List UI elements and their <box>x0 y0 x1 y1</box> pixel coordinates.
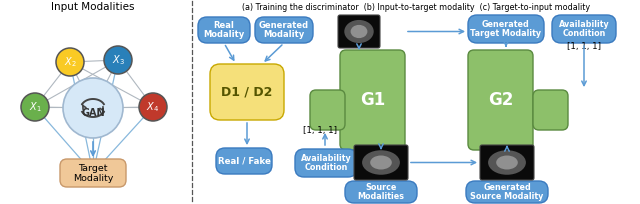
Text: (a) Training the discriminator  (b) Input-to-target modality  (c) Target-to-inpu: (a) Training the discriminator (b) Input… <box>242 2 590 11</box>
Text: [1, 1, 1]: [1, 1, 1] <box>303 126 337 135</box>
Ellipse shape <box>488 150 526 175</box>
Text: G2: G2 <box>488 91 513 109</box>
FancyBboxPatch shape <box>468 50 533 150</box>
Text: D1 / D2: D1 / D2 <box>221 85 273 99</box>
FancyBboxPatch shape <box>338 15 380 48</box>
FancyBboxPatch shape <box>310 90 345 130</box>
FancyBboxPatch shape <box>354 145 408 180</box>
FancyBboxPatch shape <box>533 90 568 130</box>
Text: Real / Fake: Real / Fake <box>218 156 271 165</box>
Text: Modality: Modality <box>204 30 244 39</box>
Text: Modalities: Modalities <box>358 192 404 201</box>
Circle shape <box>21 93 49 121</box>
FancyBboxPatch shape <box>480 145 534 180</box>
FancyBboxPatch shape <box>60 159 126 187</box>
Text: Generated: Generated <box>259 21 309 30</box>
Text: Input Modalities: Input Modalities <box>51 2 135 12</box>
Ellipse shape <box>351 25 367 38</box>
Text: Condition: Condition <box>304 163 348 172</box>
Text: $X_2$: $X_2$ <box>63 55 76 69</box>
Circle shape <box>63 78 123 138</box>
Text: Modality: Modality <box>73 174 113 183</box>
Circle shape <box>56 48 84 76</box>
Text: Source: Source <box>365 183 397 192</box>
Text: GAN: GAN <box>81 108 105 118</box>
Ellipse shape <box>344 20 374 43</box>
FancyBboxPatch shape <box>466 181 548 203</box>
Text: Real: Real <box>214 21 234 30</box>
Text: $X_1$: $X_1$ <box>29 100 42 114</box>
FancyBboxPatch shape <box>216 148 272 174</box>
Circle shape <box>139 93 167 121</box>
Ellipse shape <box>496 155 518 170</box>
Text: [1, 1, 1]: [1, 1, 1] <box>567 41 601 51</box>
Text: Target: Target <box>78 164 108 173</box>
Ellipse shape <box>370 155 392 170</box>
FancyBboxPatch shape <box>198 17 250 43</box>
Circle shape <box>104 46 132 74</box>
FancyBboxPatch shape <box>552 15 616 43</box>
FancyBboxPatch shape <box>255 17 313 43</box>
Text: Target Modality: Target Modality <box>470 29 541 38</box>
FancyBboxPatch shape <box>345 181 417 203</box>
FancyBboxPatch shape <box>340 50 405 150</box>
Text: Modality: Modality <box>264 30 305 39</box>
Text: Generated: Generated <box>483 183 531 192</box>
Text: Source Modality: Source Modality <box>470 192 544 201</box>
Text: Generated: Generated <box>482 20 530 29</box>
FancyBboxPatch shape <box>295 149 357 177</box>
Text: $X_4$: $X_4$ <box>147 100 159 114</box>
Text: Availability: Availability <box>301 154 351 163</box>
Text: Availability: Availability <box>559 20 609 29</box>
Text: G1: G1 <box>360 91 385 109</box>
FancyBboxPatch shape <box>468 15 544 43</box>
FancyBboxPatch shape <box>210 64 284 120</box>
Text: $X_3$: $X_3$ <box>111 53 124 67</box>
Ellipse shape <box>362 150 400 175</box>
Text: Condition: Condition <box>563 29 605 38</box>
